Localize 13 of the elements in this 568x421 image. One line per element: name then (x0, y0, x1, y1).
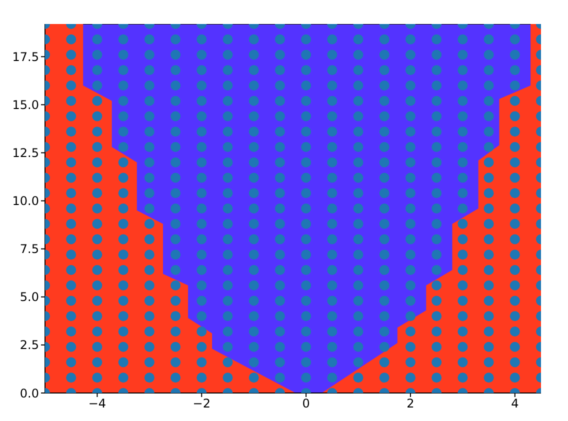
y-tick-label: 15.0 (12, 98, 39, 112)
y-tick-label: 5.0 (20, 290, 39, 304)
x-tick-label: −4 (88, 396, 106, 411)
y-tick-label: 10.0 (12, 194, 39, 208)
x-tick-label: 0 (302, 396, 310, 411)
x-tick-label: 4 (511, 396, 519, 411)
y-tick-label: 0.0 (20, 386, 39, 400)
y-tick-label: 2.5 (20, 338, 39, 352)
x-tick-label: −2 (192, 396, 210, 411)
y-tick-label: 12.5 (12, 146, 39, 160)
y-tick-label: 7.5 (20, 242, 39, 256)
y-tick-label: 17.5 (12, 50, 39, 64)
x-tick-label: 2 (406, 396, 414, 411)
